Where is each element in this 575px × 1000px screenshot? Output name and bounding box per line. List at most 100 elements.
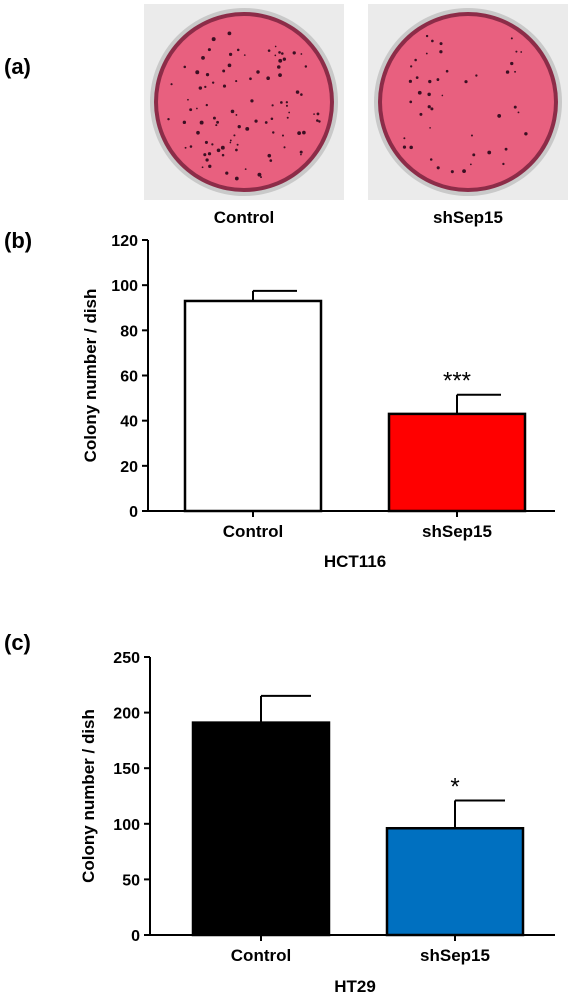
control-dish-colony — [189, 145, 193, 148]
control-dish-colony — [245, 126, 250, 131]
control-dish-colony — [304, 65, 308, 68]
shsep15-dish-colony — [475, 74, 478, 77]
shsep15-dish-colony — [410, 65, 413, 68]
control-dish-medium — [158, 16, 330, 188]
control-dish-colony — [280, 101, 283, 104]
ht29-chart-category-label: Control — [231, 946, 291, 965]
shsep15-dish-colony — [513, 105, 517, 109]
control-dish-colony — [234, 176, 239, 181]
control-dish-colony — [274, 45, 277, 48]
control-dish-colony — [274, 54, 277, 57]
hct116-chart-y-tick-label: 100 — [111, 278, 138, 295]
hct116-chart-y-tick-label: 40 — [120, 414, 138, 431]
control-dish-colony — [236, 143, 239, 146]
control-dish-colony — [244, 168, 247, 171]
shsep15-dish-colony — [515, 50, 518, 53]
control-dish-colony — [288, 111, 291, 114]
control-dish-colony — [278, 58, 283, 63]
control-dish-colony — [316, 112, 320, 116]
control-dish-colony — [270, 117, 274, 121]
control-dish-colony — [272, 131, 275, 134]
hct116-chart-y-tick-label: 0 — [129, 504, 138, 521]
control-dish-colony — [208, 164, 212, 168]
control-dish-colony — [204, 140, 208, 144]
control-dish-colony — [318, 120, 321, 123]
control-dish-colony — [300, 93, 303, 96]
hct116-chart-y-tick-label: 80 — [120, 323, 138, 340]
shsep15-dish-colony — [505, 70, 510, 74]
control-dish-colony — [233, 134, 236, 137]
control-dish-colony — [207, 152, 212, 156]
shsep15-dish-colony — [409, 100, 413, 104]
control-dish-caption: Control — [213, 208, 275, 227]
control-dish-colony — [221, 153, 225, 157]
control-dish-colony — [170, 83, 173, 86]
shsep15-dish-colony — [427, 92, 431, 97]
control-dish-colony — [187, 98, 189, 101]
shsep15-dish-image — [374, 8, 562, 196]
control-dish-colony — [271, 104, 274, 107]
ht29-chart-y-tick-label: 50 — [122, 872, 140, 889]
shsep15-dish-colony — [414, 58, 417, 62]
control-dish-colony — [286, 116, 289, 119]
shsep15-dish-colony — [403, 137, 406, 140]
control-dish-colony — [281, 134, 285, 137]
shsep15-dish-colony — [464, 80, 468, 84]
control-dish-colony — [211, 37, 216, 42]
control-dish-colony — [212, 116, 216, 120]
control-dish-colony — [189, 108, 193, 112]
shsep15-dish-colony — [441, 94, 444, 97]
shsep15-dish-colony — [402, 145, 407, 149]
shsep15-dish-colony — [431, 39, 434, 43]
hct116-chart-y-tick-label: 60 — [120, 369, 138, 386]
control-dish-colony — [256, 70, 260, 74]
control-dish-colony — [182, 120, 187, 125]
control-dish-colony — [196, 130, 200, 135]
control-dish-colony — [167, 117, 170, 121]
hct116-bar-chart: 0 20 40 60 80 100 120 Colony number / dish Contr… — [81, 233, 555, 571]
control-dish-colony — [227, 31, 232, 36]
control-dish-colony — [300, 153, 302, 156]
ht29-chart-y-axis-label: Colony number / dish — [79, 709, 98, 883]
shsep15-dish-colony — [425, 52, 428, 55]
ht29-bar-chart: 0 50 100 150 200 250 Colony number / dish Contr… — [79, 650, 555, 996]
control-dish-colony — [228, 52, 233, 57]
control-dish-colony — [201, 166, 204, 169]
control-dish-colony — [302, 130, 306, 135]
control-dish-colony — [285, 104, 288, 107]
hct116-chart-y-axis-label: Colony number / dish — [81, 289, 100, 463]
control-dish-colony — [203, 153, 207, 157]
shsep15-dish-colony — [510, 37, 513, 40]
control-dish-colony — [230, 109, 235, 114]
hct116-chart-bar-shsep15 — [387, 412, 527, 513]
ht29-chart-cell-line-label: HT29 — [334, 977, 376, 996]
control-dish-colony — [204, 85, 207, 89]
ht29-chart-bar-control — [191, 721, 331, 937]
shsep15-dish-colony — [428, 79, 432, 84]
control-dish-colony — [277, 65, 281, 69]
shsep15-dish-colony — [425, 34, 429, 38]
control-dish-colony — [278, 51, 281, 54]
control-dish-colony — [313, 113, 315, 115]
control-dish-colony — [207, 48, 211, 52]
control-dish-colony — [266, 76, 270, 81]
ht29-chart-y-tick-label: 250 — [113, 650, 140, 667]
shsep15-dish-colony — [436, 78, 440, 81]
control-dish-photo — [144, 4, 344, 200]
control-dish-colony — [199, 120, 204, 125]
hct116-chart-category-label: shSep15 — [422, 522, 492, 541]
shsep15-dish-colony — [429, 127, 431, 129]
ht29-chart-significance-marker: * — [450, 773, 459, 800]
shsep15-dish-colony — [450, 170, 454, 174]
shsep15-dish-colony — [445, 69, 449, 73]
ht29-chart-category-label: shSep15 — [420, 946, 490, 965]
control-dish-colony — [281, 52, 284, 55]
shsep15-dish-colony — [514, 70, 517, 73]
control-dish-image — [150, 8, 338, 196]
control-dish-colony — [222, 84, 227, 88]
shsep15-dish-medium — [382, 16, 554, 188]
control-dish-colony — [235, 114, 238, 116]
panel-b-label: (b) — [4, 228, 33, 253]
shsep15-dish-colony — [430, 107, 434, 111]
hct116-chart-y-tick-label: 120 — [111, 233, 138, 250]
